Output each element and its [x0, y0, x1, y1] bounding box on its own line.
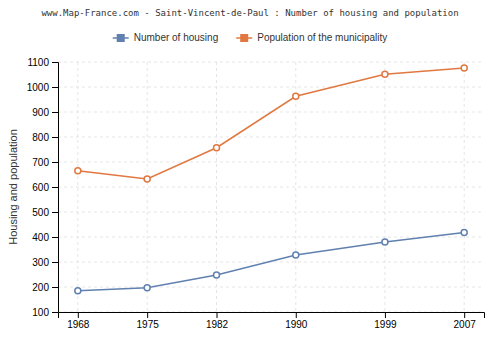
y-tick: 1100 [27, 57, 58, 68]
series-point [382, 239, 388, 245]
legend-swatch [240, 34, 248, 42]
grid-line-x [384, 62, 385, 312]
x-tick-mark [78, 312, 79, 318]
y-tick-mark [52, 237, 58, 238]
series-point [293, 252, 299, 258]
x-tick: 1982 [206, 312, 229, 330]
legend-item: Population of the municipality [236, 32, 387, 43]
y-tick-label: 400 [32, 232, 49, 243]
series-line [78, 233, 464, 291]
series-point [144, 285, 150, 291]
y-axis-line [52, 63, 59, 313]
grid-line-y [58, 87, 484, 88]
x-tick: 1975 [137, 312, 160, 330]
y-tick: 600 [32, 182, 58, 193]
series-point [461, 230, 467, 236]
series-point [214, 145, 220, 151]
series-point [293, 93, 299, 99]
x-tick: 1968 [67, 312, 90, 330]
x-tick-label: 1982 [206, 319, 229, 330]
y-tick-mark [52, 62, 58, 63]
series-point [214, 272, 220, 278]
x-tick-mark [296, 312, 297, 318]
legend-label: Population of the municipality [257, 32, 387, 43]
grid [58, 62, 484, 312]
grid-line-y [58, 162, 484, 163]
x-axis: 1968 1975 1982 1990 1999 2007 [59, 312, 485, 330]
y-axis: 100 200 300 400 500 600 700 800 900 1000 1100 [27, 57, 59, 318]
y-tick: 900 [32, 107, 58, 118]
x-tick-mark [385, 312, 386, 318]
y-tick: 400 [32, 232, 58, 243]
y-tick-label: 100 [32, 307, 49, 318]
y-tick-label: 800 [32, 132, 49, 143]
y-tick-mark [52, 87, 58, 88]
y-axis-title: Housing and population [7, 129, 19, 245]
series-point [75, 168, 81, 174]
y-tick-mark [52, 112, 58, 113]
grid-line-x [147, 62, 148, 312]
y-tick: 100 [32, 307, 58, 318]
y-tick-label: 200 [32, 282, 49, 293]
grid-line-y [58, 212, 484, 213]
y-tick-mark [52, 262, 58, 263]
series-line [78, 68, 464, 179]
x-tick-mark [217, 312, 218, 318]
x-tick-label: 2007 [454, 319, 477, 330]
x-tick-label: 1990 [285, 319, 308, 330]
plot-area: 1968 1975 1982 1990 1999 2007 100 200 300 400 500 6… [27, 57, 485, 330]
data-layer [75, 65, 467, 294]
grid-line-x [77, 62, 78, 312]
y-tick: 700 [32, 157, 58, 168]
x-tick-label: 1968 [67, 319, 90, 330]
y-tick: 200 [32, 282, 58, 293]
x-axis-line [59, 313, 485, 319]
y-tick-mark [52, 187, 58, 188]
grid-line-y [58, 62, 484, 63]
grid-line-y [58, 287, 484, 288]
y-tick-mark [52, 287, 58, 288]
grid-line-y [58, 137, 484, 138]
x-tick-label: 1975 [137, 319, 160, 330]
x-tick-mark [147, 312, 148, 318]
series-point [461, 65, 467, 71]
y-tick-label: 700 [32, 157, 49, 168]
y-tick: 300 [32, 257, 58, 268]
x-tick-label: 1999 [374, 319, 397, 330]
legend-swatch [117, 34, 125, 42]
y-tick: 800 [32, 132, 58, 143]
y-tick-label: 500 [32, 207, 49, 218]
y-tick-label: 300 [32, 257, 49, 268]
y-tick-label: 900 [32, 107, 49, 118]
y-tick-mark [52, 137, 58, 138]
x-tick: 1999 [374, 312, 397, 330]
y-tick-label: 600 [32, 182, 49, 193]
series-point [382, 71, 388, 77]
legend-label: Number of housing [134, 32, 219, 43]
legend: Number of housing Population of the munic… [113, 32, 388, 43]
x-tick: 1990 [285, 312, 308, 330]
y-tick-mark [52, 212, 58, 213]
x-tick-mark [464, 312, 465, 318]
y-tick-mark [52, 312, 58, 313]
y-tick-label: 1000 [27, 82, 50, 93]
y-tick: 500 [32, 207, 58, 218]
series-point [75, 288, 81, 294]
series-point [144, 176, 150, 182]
grid-line-y [58, 187, 484, 188]
chart: 1968 1975 1982 1990 1999 2007 100 200 300 400 500 6… [0, 0, 500, 340]
title: www.Map-France.com - Saint-Vincent-de-Pa… [41, 8, 458, 18]
legend-item: Number of housing [113, 32, 219, 43]
grid-line-x [464, 62, 465, 312]
y-tick-mark [52, 162, 58, 163]
x-tick: 2007 [454, 312, 477, 330]
y-tick-label: 1100 [27, 57, 49, 68]
y-tick: 1000 [27, 82, 58, 93]
